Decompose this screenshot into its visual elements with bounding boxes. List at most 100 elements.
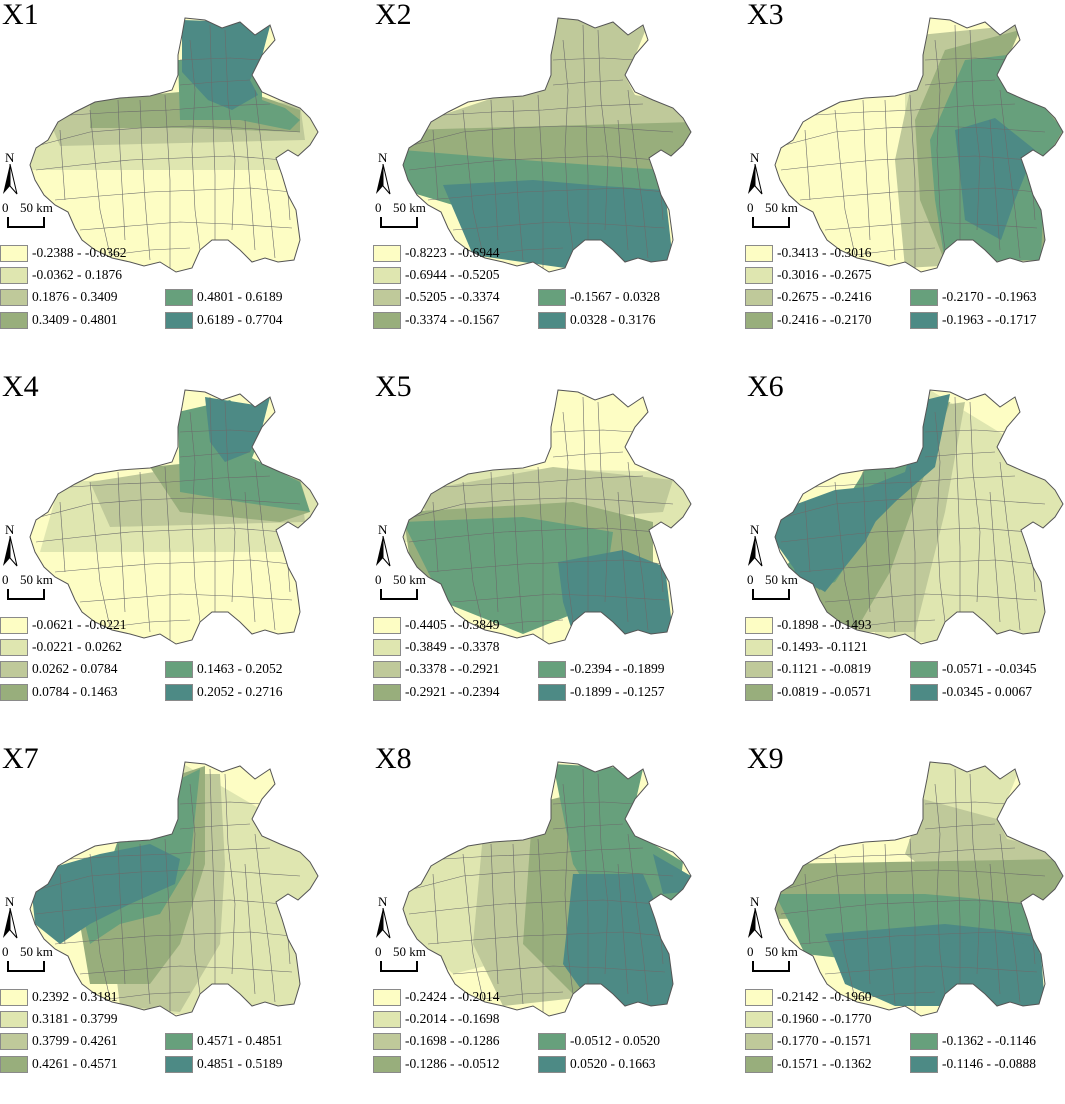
legend-swatch (538, 311, 566, 329)
map-region (443, 180, 673, 268)
county-boundary (39, 125, 301, 146)
legend-item: -0.0221 - 0.0262 (0, 638, 122, 656)
county-boundary (39, 869, 301, 890)
county-boundary (562, 411, 574, 623)
county-boundary (814, 475, 1016, 488)
legend-swatch (165, 1032, 193, 1050)
county-boundary (884, 471, 896, 633)
county-boundary (537, 838, 544, 1012)
county-boundary (804, 873, 811, 945)
legend-item: 0.3409 - 0.4801 (0, 311, 118, 329)
county-boundary (117, 99, 126, 241)
legend-item: -0.1567 - 0.0328 (538, 288, 660, 306)
county-boundary (814, 847, 1016, 860)
panel-title: X1 (2, 0, 39, 31)
legend-item: 0.0520 - 0.1663 (538, 1055, 656, 1073)
north-label: N (378, 894, 388, 909)
choropleth-map (402, 389, 692, 645)
legend-swatch (745, 1055, 773, 1073)
county-boundary (862, 99, 871, 241)
county-boundary (884, 99, 896, 261)
county-boundary (799, 187, 1038, 201)
county-boundary (35, 155, 286, 171)
legend-item: -0.2394 - -0.1899 (538, 660, 665, 678)
legend-label: 0.6189 - 0.7704 (197, 312, 283, 327)
county-boundary (989, 491, 1001, 623)
legend-swatch (538, 683, 566, 701)
map-region (182, 20, 270, 110)
legend-item: -0.3016 - -0.2675 (745, 266, 872, 284)
county-boundary (179, 801, 263, 805)
legend-label: -0.0819 - -0.0571 (777, 684, 872, 699)
legend-swatch (373, 638, 401, 656)
choropleth-map (402, 17, 692, 273)
county-boundary (254, 461, 276, 631)
province-outline (774, 389, 1064, 645)
legend-swatch (538, 660, 566, 678)
legend-label: -0.3374 - -0.1567 (405, 312, 500, 327)
county-boundary (452, 965, 666, 975)
county-boundary (179, 57, 263, 61)
county-boundary (934, 783, 946, 995)
county-boundary (412, 869, 674, 890)
legend-swatch (745, 288, 773, 306)
county-boundary (408, 527, 659, 543)
legend-swatch (165, 288, 193, 306)
legend-item: 0.2052 - 0.2716 (165, 683, 283, 701)
county-boundary (432, 873, 439, 945)
county-boundary (617, 491, 629, 623)
legend-item: -0.5205 - -0.3374 (373, 288, 500, 306)
legend-label: -0.5205 - -0.3374 (405, 289, 500, 304)
legend-swatch (373, 660, 401, 678)
province-outline (774, 761, 1064, 1017)
panel-title: X8 (375, 742, 412, 775)
county-boundary (109, 991, 191, 1000)
county-boundary (552, 57, 636, 61)
choropleth-map (402, 761, 692, 1017)
county-boundary (799, 559, 1038, 573)
north-label: N (750, 150, 760, 165)
legend-swatch (165, 660, 193, 678)
county-boundary (79, 593, 293, 603)
legend-item: -0.1571 - -0.1362 (745, 1055, 872, 1073)
county-boundary (582, 768, 589, 984)
legend-swatch (910, 683, 938, 701)
choropleth-map (29, 761, 319, 1017)
county-boundary (597, 773, 609, 975)
county-boundary (799, 931, 1038, 945)
legend-label: -0.1960 - -0.1770 (777, 1011, 872, 1026)
county-boundary (552, 823, 624, 830)
legend-swatch (0, 288, 28, 306)
county-boundary (537, 94, 544, 268)
legend-item: -0.0819 - -0.0571 (745, 683, 872, 701)
county-boundary (59, 501, 66, 573)
province-outline (402, 389, 692, 645)
legend-item: -0.3374 - -0.1567 (373, 311, 500, 329)
legend-item: -0.0512 - 0.0520 (538, 1032, 660, 1050)
legend-swatch (0, 1010, 28, 1028)
county-boundary (54, 187, 293, 201)
county-boundary (244, 491, 256, 623)
county-boundary (784, 869, 1046, 890)
scale-distance-label: 50 km (393, 200, 426, 215)
county-boundary (254, 833, 276, 1003)
choropleth-map (774, 389, 1064, 645)
legend-item: -0.2921 - -0.2394 (373, 683, 500, 701)
county-boundary (969, 29, 981, 231)
legend-swatch (165, 1055, 193, 1073)
legend-label: -0.0362 - 0.1876 (32, 267, 122, 282)
county-boundary (490, 843, 499, 985)
county-boundary (854, 247, 936, 256)
legend-swatch (373, 683, 401, 701)
legend-label: 0.4571 - 0.4851 (197, 1033, 283, 1048)
legend-label: 0.0520 - 0.1663 (570, 1056, 656, 1071)
legend-item: 0.3799 - 0.4261 (0, 1032, 118, 1050)
legend-swatch (910, 288, 938, 306)
county-boundary (924, 429, 1008, 433)
county-boundary (824, 965, 1038, 975)
choropleth-map (774, 761, 1064, 1017)
county-boundary (39, 497, 301, 518)
legend-swatch (745, 244, 773, 262)
county-boundary (408, 155, 659, 171)
county-boundary (999, 461, 1021, 631)
